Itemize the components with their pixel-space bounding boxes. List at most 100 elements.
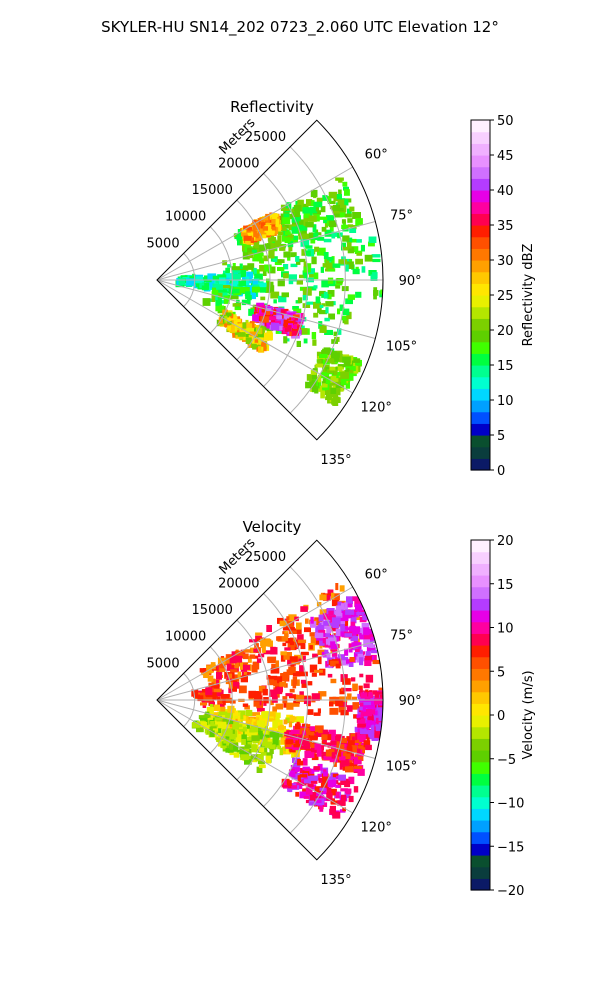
radar-cell	[362, 615, 368, 620]
range-tick-label: 10000	[165, 630, 206, 645]
radar-cell	[331, 231, 336, 239]
radar-cell	[339, 585, 345, 592]
azimuth-tick-label: 120°	[361, 401, 392, 416]
radar-cell	[330, 678, 337, 684]
radar-cell	[283, 652, 292, 660]
radar-cell	[251, 249, 258, 255]
radar-cell	[335, 791, 340, 799]
radar-cell	[345, 264, 349, 272]
radar-cell	[298, 224, 308, 231]
radar-cell	[285, 693, 293, 697]
radar-cell	[326, 215, 334, 221]
colorbar-tick-label: 5	[497, 429, 505, 444]
radar-cell	[342, 807, 346, 812]
radar-cell	[270, 667, 280, 674]
colorbar-tick-label: 40	[497, 184, 514, 199]
radar-cell	[314, 743, 322, 750]
radar-cell	[209, 717, 215, 724]
radar-cell	[364, 635, 371, 639]
radar-cell	[325, 749, 332, 757]
radar-cell	[228, 687, 233, 694]
radar-cell	[372, 659, 381, 665]
radar-cell	[348, 753, 354, 757]
radar-cell	[198, 715, 206, 720]
radar-cell	[257, 760, 265, 765]
radar-cell	[242, 653, 249, 660]
azimuth-tick-label: 60°	[365, 147, 388, 162]
radar-cell	[192, 273, 196, 282]
radar-cell	[297, 258, 306, 263]
radar-cell	[351, 677, 356, 682]
radar-cell	[318, 321, 323, 329]
radar-cell	[210, 664, 216, 670]
radar-cell	[286, 702, 294, 710]
radar-cell	[245, 291, 251, 300]
colorbar-swatch	[471, 423, 490, 436]
radar-cell	[344, 358, 351, 367]
radar-cell	[257, 708, 265, 712]
radar-cell	[343, 688, 352, 692]
radar-cell	[344, 790, 351, 798]
radar-cell	[232, 273, 241, 280]
radar-cell	[333, 761, 337, 767]
radar-cell	[339, 628, 345, 637]
radar-cell	[200, 702, 208, 706]
radar-cell	[339, 611, 348, 619]
radar-cell	[352, 268, 360, 275]
radar-cell	[323, 291, 328, 299]
colorbar-swatch	[471, 213, 490, 226]
range-tick-label: 15000	[192, 603, 233, 618]
radar-cell	[265, 755, 272, 764]
radar-cell	[340, 379, 347, 386]
colorbar-swatch	[471, 715, 490, 728]
radar-cell	[298, 735, 306, 739]
radar-cell	[308, 215, 317, 222]
radar-cell	[197, 695, 204, 702]
radar-cell	[281, 735, 289, 740]
radar-cell	[335, 699, 344, 707]
radar-cell	[247, 742, 252, 746]
radar-cell	[327, 369, 334, 374]
range-tick-label: 20000	[218, 577, 259, 592]
radar-cell	[361, 622, 370, 629]
radar-cell	[301, 249, 307, 256]
radar-cell	[221, 724, 225, 728]
radar-cell	[235, 281, 241, 290]
radar-cell	[308, 801, 317, 806]
radar-cell	[303, 213, 308, 219]
radar-cell	[219, 667, 226, 673]
radar-cell	[246, 271, 253, 279]
radar-cell	[340, 737, 348, 746]
radar-cell	[327, 290, 335, 297]
range-tick-label: 5000	[147, 656, 180, 671]
radar-cell	[378, 717, 383, 721]
radar-cell	[321, 226, 327, 232]
radar-cell	[288, 630, 297, 634]
radar-cell	[307, 268, 315, 275]
radar-cell	[204, 714, 211, 718]
colorbar-swatch	[471, 166, 490, 179]
radar-cell	[266, 230, 275, 236]
radar-cell	[353, 766, 363, 769]
radar-cell	[227, 321, 233, 325]
sector-frame	[156, 539, 384, 861]
radar-cell	[290, 637, 296, 643]
radar-cell	[341, 657, 349, 661]
colorbar-swatch	[471, 341, 490, 354]
radar-cell	[317, 763, 323, 771]
radar-cell	[323, 238, 332, 243]
radar-cell	[223, 724, 230, 729]
radar-cell	[365, 744, 372, 751]
radar-cell	[318, 232, 322, 236]
radar-cell	[298, 230, 307, 236]
radar-cell	[300, 679, 306, 684]
colorbar-label: Reflectivity dBZ	[521, 244, 536, 347]
radar-cell	[276, 692, 280, 698]
radar-cell	[344, 603, 353, 608]
radar-cell	[304, 742, 311, 750]
radar-cell	[266, 243, 275, 247]
radar-cell	[335, 284, 341, 289]
colorbar-swatch	[471, 458, 490, 471]
radar-cell	[311, 672, 317, 677]
radar-cell	[290, 716, 297, 720]
